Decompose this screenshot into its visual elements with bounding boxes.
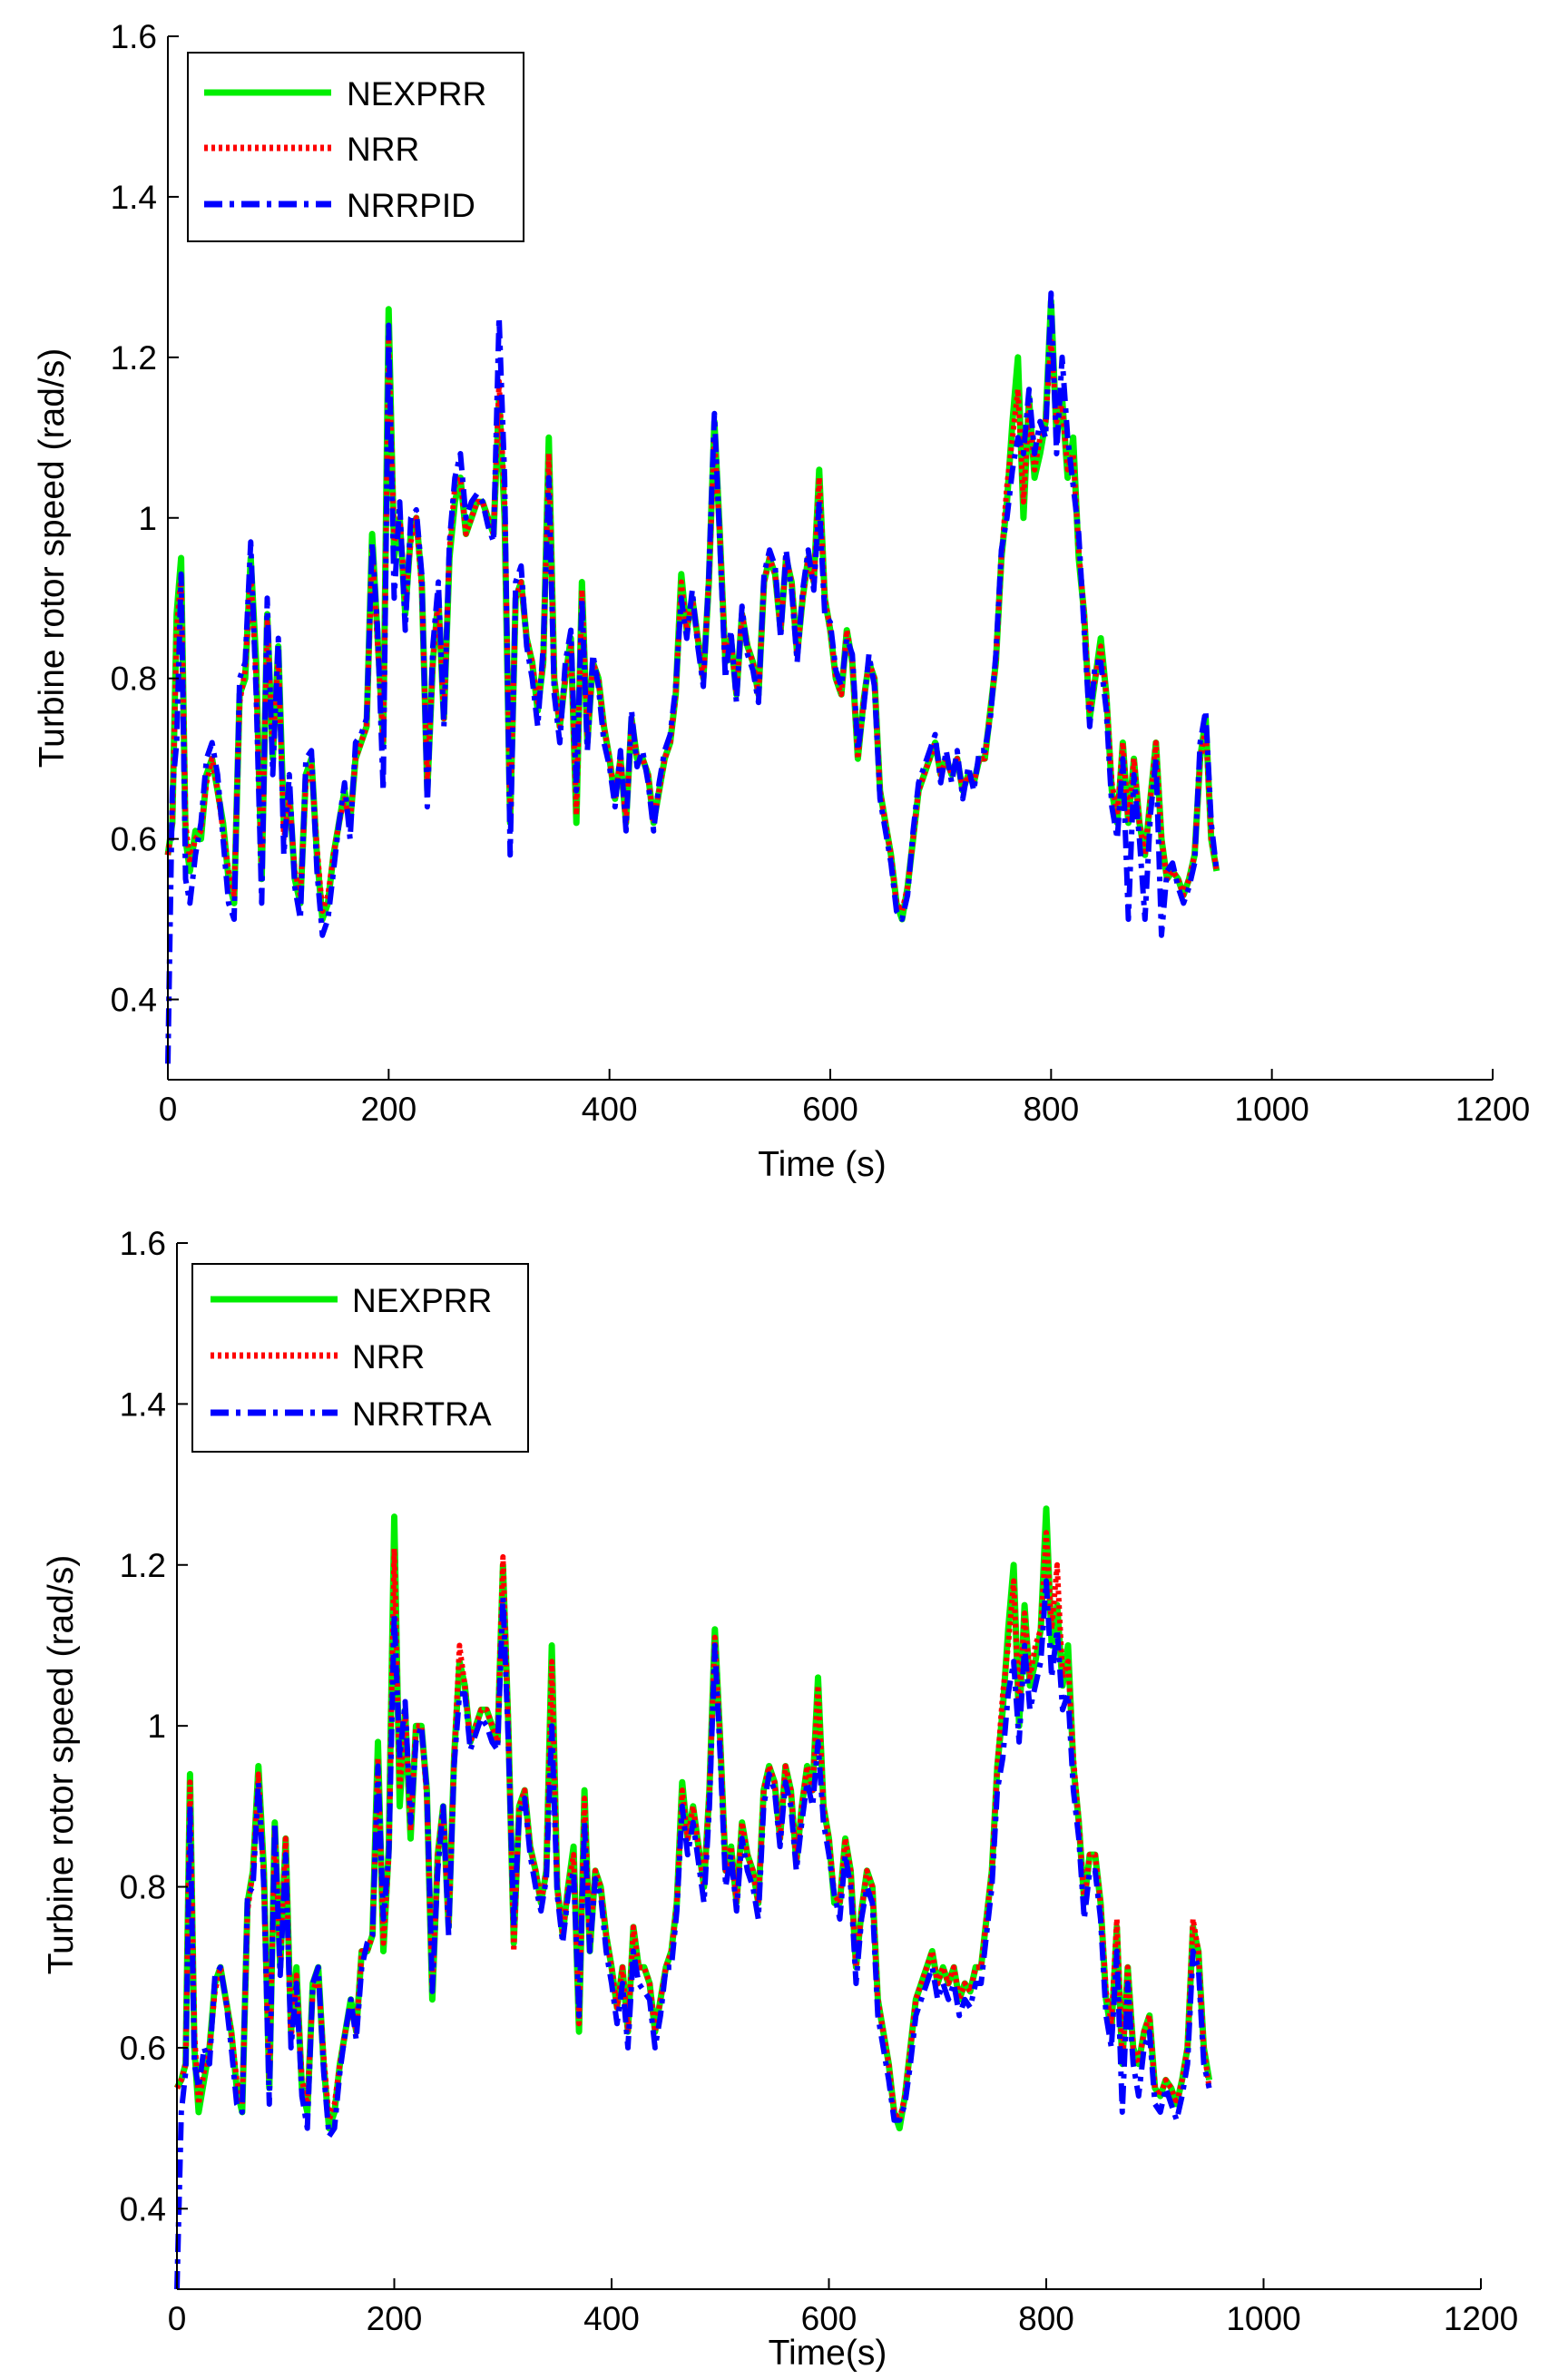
legend-label-nrrpid: NRRPID <box>347 187 475 224</box>
y-tick-label: 1.6 <box>120 1225 166 1262</box>
x-tick-label: 0 <box>159 1091 178 1128</box>
x-tick-label: 400 <box>583 2300 640 2337</box>
x-tick-label: 800 <box>1023 1091 1079 1128</box>
y-tick-label: 1.2 <box>120 1547 166 1584</box>
x-tick-label: 600 <box>801 2300 858 2337</box>
x-tick-label: 1000 <box>1235 1091 1309 1128</box>
y-tick-label: 0.8 <box>111 661 157 698</box>
x-tick-label: 1200 <box>1455 1091 1530 1128</box>
y-axis-label: Turbine rotor speed (rad/s) <box>33 348 72 768</box>
y-tick-label: 1.2 <box>111 339 157 377</box>
y-axis-label: Turbine rotor speed (rad/s) <box>42 1555 81 1974</box>
y-tick-label: 0.4 <box>120 2190 166 2227</box>
x-tick-label: 600 <box>802 1091 858 1128</box>
chart-bottom: 0 200 400 600 800 1000 1200 0.4 0.6 0.8 1 1.2 1.4 1.6… <box>42 1225 1518 2373</box>
x-tick-label: 800 <box>1018 2300 1074 2337</box>
legend: NEXPRR NRR NRRPID <box>187 52 524 242</box>
y-tick-label: 0.6 <box>111 821 157 858</box>
legend: NEXPRR NRR NRRTRA <box>191 1263 529 1453</box>
chart-top: 0 200 400 600 800 1000 1200 0.4 0.6 0.8 1 1.2 1.4 1.6… <box>33 18 1530 1184</box>
legend-label-nrrtra: NRRTRA <box>352 1395 492 1433</box>
x-tick-label: 1000 <box>1226 2300 1300 2337</box>
series-line-nrr <box>165 338 1220 915</box>
legend-label-nrr: NRR <box>347 131 419 168</box>
x-axis-label: Time (s) <box>758 1145 887 1184</box>
x-tick-label: 400 <box>582 1091 638 1128</box>
legend-label-nrr: NRR <box>352 1338 425 1376</box>
series-line-nrrtra <box>174 1578 1212 2290</box>
y-tick-label: 1.4 <box>120 1385 166 1423</box>
x-tick-label: 1200 <box>1444 2300 1518 2337</box>
y-tick-label: 1 <box>147 1708 166 1745</box>
y-tick-label: 0.6 <box>120 2030 166 2067</box>
y-tick-label: 1.6 <box>111 18 157 55</box>
series-line-nrrpid <box>165 290 1220 1064</box>
legend-label-nexprr: NEXPRR <box>347 75 486 113</box>
y-tick-label: 0.4 <box>111 982 157 1019</box>
x-tick-label: 200 <box>360 1091 416 1128</box>
x-tick-label: 0 <box>168 2300 187 2337</box>
x-axis-label: Time(s) <box>769 2334 887 2373</box>
x-tick-label: 200 <box>367 2300 423 2337</box>
y-tick-label: 1 <box>138 500 157 537</box>
legend-label-nexprr: NEXPRR <box>352 1282 492 1319</box>
y-tick-label: 0.8 <box>120 1869 166 1906</box>
y-tick-label: 1.4 <box>111 179 157 216</box>
